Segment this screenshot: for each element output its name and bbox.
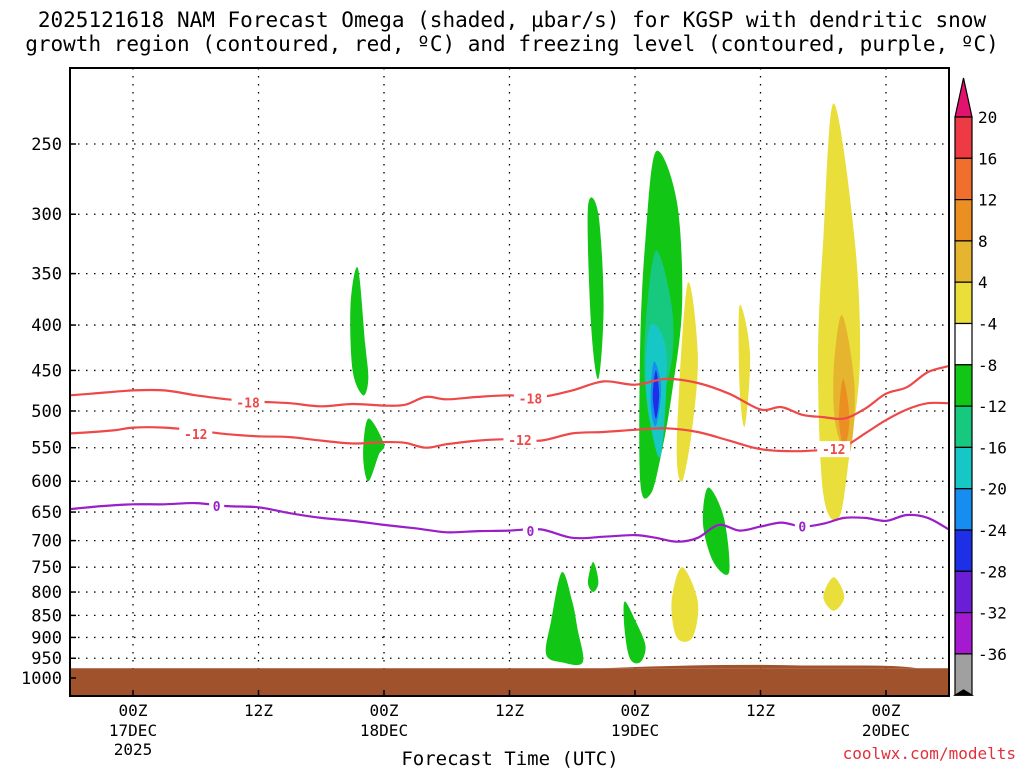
contour-label-bg [179, 426, 213, 443]
y-tick-label: 900 [31, 628, 62, 648]
colorbar-swatch [954, 488, 973, 531]
contour-label-bg [794, 518, 810, 535]
colorbar-swatch [954, 199, 973, 242]
omega-region [738, 304, 751, 427]
colorbar-label: -20 [978, 480, 1007, 499]
colorbar-swatch [954, 281, 973, 325]
contour-label: -18 [519, 392, 543, 407]
colorbar-bottom-arrow [952, 689, 975, 696]
colorbar-swatch [954, 405, 973, 449]
colorbar-swatch [954, 157, 973, 201]
omega-region [652, 370, 660, 419]
contour-label: 0 [798, 521, 806, 536]
contour-label: -12 [184, 428, 207, 443]
contour-label-bg [503, 431, 537, 448]
omega-region [823, 577, 845, 611]
x-tick-date: 18DEC [360, 721, 408, 740]
contour-label-bg [513, 390, 547, 407]
y-tick-label: 400 [31, 316, 62, 336]
x-tick-label: 12Z [495, 701, 524, 720]
x-tick-label: 00Z [119, 701, 148, 720]
y-tick-label: 950 [31, 649, 62, 669]
chart-title-line-1: 2025121618 NAM Forecast Omega (shaded, µ… [37, 8, 987, 32]
colorbar-swatch [954, 322, 973, 366]
y-tick-label: 350 [31, 265, 62, 285]
y-tick-label: 850 [31, 606, 62, 626]
x-tick-label: 00Z [370, 701, 399, 720]
x-tick-label: 00Z [621, 701, 650, 720]
y-tick-label: 450 [31, 361, 62, 381]
colorbar-label: -32 [978, 604, 1007, 623]
grid-lines [70, 68, 949, 696]
colorbar-label: -24 [978, 521, 1007, 540]
source-credit: coolwx.com/modelts [842, 744, 1016, 763]
contour-line-0C [70, 501, 949, 543]
colorbar: 20 16 12 8 4 -4 -8 -12 -16 -20 -24 -28 -32 -36 [952, 77, 1007, 696]
colorbar-label: 16 [978, 149, 997, 168]
colorbar-label: 4 [978, 273, 988, 292]
colorbar-top-arrow [954, 77, 973, 118]
colorbar-label: 12 [978, 191, 997, 210]
y-tick-label: 300 [31, 205, 62, 225]
contour-label: -12 [508, 434, 531, 449]
colorbar-swatch [954, 240, 973, 283]
omega-region [702, 487, 730, 575]
omega-region [363, 418, 385, 482]
colorbar-swatch [954, 446, 973, 490]
contour-label: -12 [822, 443, 845, 458]
colorbar-label: -12 [978, 397, 1007, 416]
omega-region [587, 562, 599, 592]
colorbar-swatch [954, 364, 973, 407]
ground-terrain [603, 664, 918, 669]
x-tick-label: 12Z [746, 701, 775, 720]
y-tick-label: 250 [31, 135, 62, 155]
contour-label-bg [817, 441, 851, 458]
x-tick-label: 12Z [244, 701, 273, 720]
omega-region [838, 378, 850, 448]
colorbar-label: -4 [978, 315, 997, 334]
colorbar-label: -28 [978, 562, 1007, 581]
x-tick-year: 2025 [114, 740, 153, 759]
colorbar-label: -8 [978, 356, 997, 375]
x-tick-date: 20DEC [862, 721, 910, 740]
omega-region [671, 567, 699, 642]
colorbar-label: 8 [978, 232, 988, 251]
y-tick-label: 650 [31, 503, 62, 523]
colorbar-swatch [954, 570, 973, 614]
omega-region [587, 197, 604, 380]
omega-region [545, 572, 584, 666]
chart-title-line-2: growth region (contoured, red, ºC) and f… [25, 32, 999, 56]
colorbar-label: 20 [978, 108, 997, 127]
y-tick-label: 500 [31, 402, 62, 422]
colorbar-label: -16 [978, 438, 1007, 457]
colorbar-swatch [954, 653, 973, 696]
colorbar-swatch [954, 116, 973, 159]
colorbar-swatch [954, 529, 973, 572]
y-tick-label: 800 [31, 583, 62, 603]
y-tick-label: 550 [31, 439, 62, 459]
x-tick-label: 00Z [872, 701, 901, 720]
omega-region [623, 601, 646, 664]
y-tick-label: 1000 [21, 669, 62, 689]
contour-label: 0 [527, 525, 535, 540]
contour-label-bg [522, 523, 538, 540]
contour-label-bg [209, 498, 225, 515]
temperature-contours: -18 -18 -12 -12 -12 0 0 0 [70, 365, 949, 543]
y-axis: 2503003504004505005506006507007508008509… [21, 135, 76, 689]
x-tick-date: 19DEC [611, 721, 659, 740]
omega-region [350, 267, 369, 396]
y-tick-label: 700 [31, 532, 62, 552]
contour-label: 0 [213, 500, 221, 515]
y-tick-label: 750 [31, 558, 62, 578]
y-tick-label: 600 [31, 472, 62, 492]
colorbar-swatch [954, 611, 973, 655]
plot-area [70, 68, 949, 696]
contour-label-bg [231, 394, 265, 411]
x-tick-date: 17DEC [109, 721, 157, 740]
contour-label: -18 [236, 396, 260, 411]
colorbar-label: -36 [978, 645, 1007, 664]
x-axis-title: Forecast Time (UTC) [401, 748, 618, 768]
